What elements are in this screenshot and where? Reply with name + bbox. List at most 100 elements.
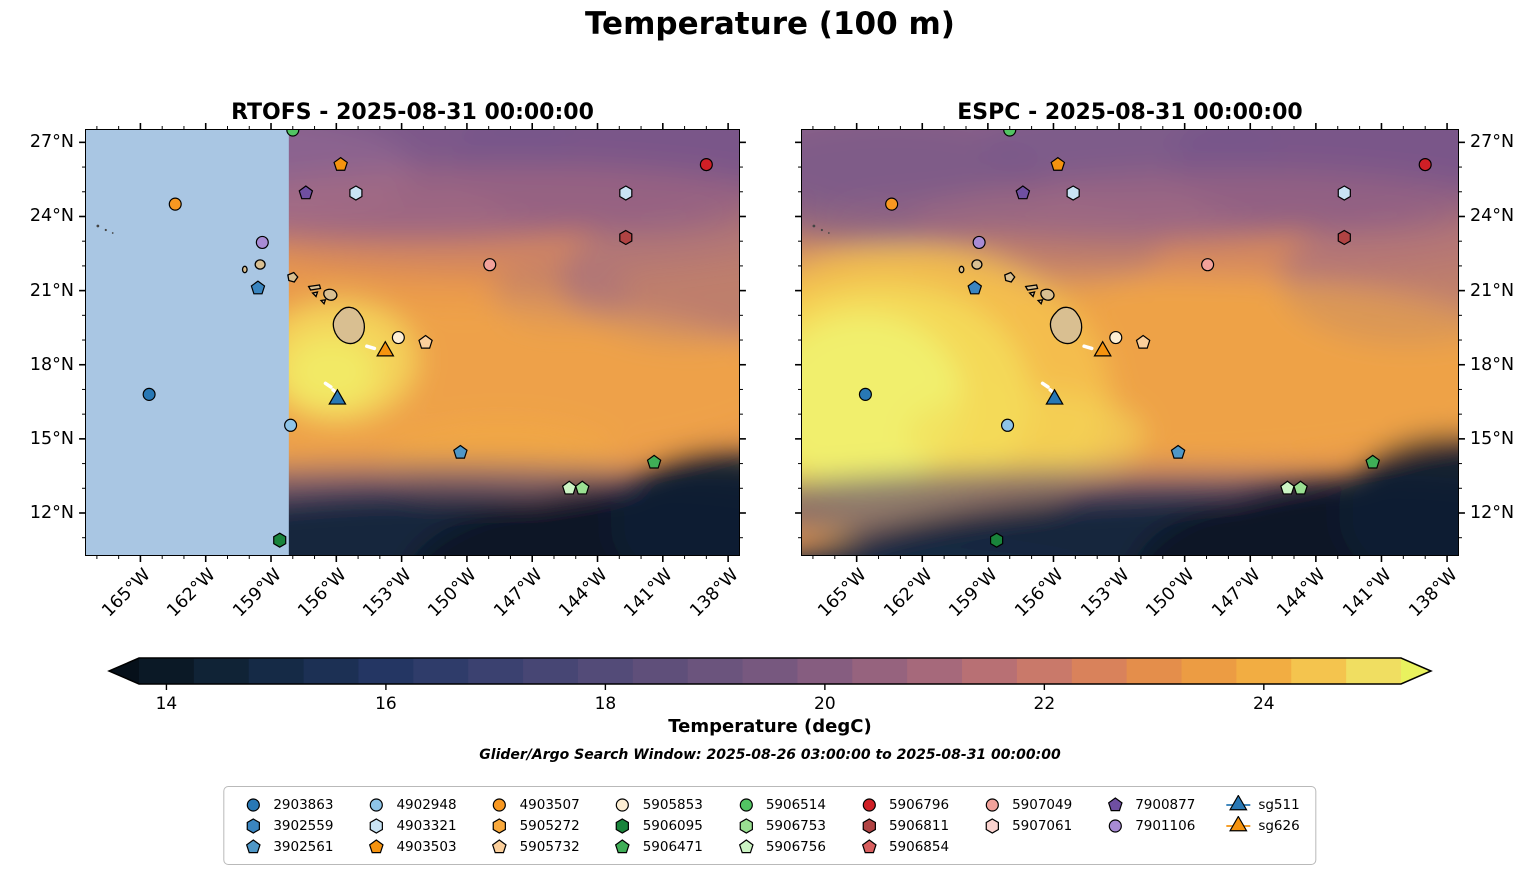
float-marker-3902559	[250, 280, 266, 295]
legend-glyph-5906471	[615, 838, 631, 853]
colorbar-tick-label: 18	[594, 694, 617, 714]
float-marker-5906471	[1365, 454, 1381, 469]
legend-label: 4903507	[519, 796, 580, 813]
legend-column: 4903507 5905272 5905732	[487, 794, 580, 857]
legend-marker-hexagon-icon	[616, 817, 630, 834]
legend-item-5907049: 5907049	[979, 794, 1072, 815]
glider-track	[323, 381, 333, 389]
legend-marker-circle-icon	[369, 797, 384, 812]
y-tick-label: 18°N	[29, 354, 74, 375]
float-marker-4902948	[1000, 418, 1015, 432]
legend-label: 4903321	[396, 817, 457, 834]
legend-marker-pentagon-icon	[492, 838, 507, 853]
y-tick-label: 15°N	[29, 428, 74, 449]
legend-glyph-5906756	[738, 838, 754, 853]
search-window-caption: Glider/Argo Search Window: 2025-08-26 03…	[479, 747, 1061, 763]
x-tick-label: 141°W	[1339, 565, 1396, 622]
x-tick-label: 150°W	[1142, 565, 1199, 622]
legend-label: 5905853	[642, 796, 703, 813]
legend-item-7901106: 7901106	[1102, 815, 1195, 836]
float-marker-3902561	[453, 444, 468, 459]
x-tick-label: 165°W	[98, 565, 155, 622]
legend-item-5905272: 5905272	[487, 815, 580, 836]
legend-marker-circle-icon	[616, 797, 630, 812]
float-marker-2903863	[858, 387, 872, 401]
x-tick-label: 153°W	[1077, 565, 1134, 622]
colorbar	[107, 657, 1433, 692]
legend-column: 5906796 5906811 5906854	[856, 794, 949, 857]
legend-marker-hexagon-icon	[985, 817, 999, 834]
panel-rtofs: RTOFS - 2025-08-31 00:00:00	[30, 100, 746, 621]
float-marker-5906095	[989, 532, 1004, 548]
legend-glyph-3902559	[246, 817, 260, 834]
float-marker-5906514	[1003, 130, 1017, 137]
y-tick-label: 27°N	[1470, 132, 1515, 153]
legend-item-4903321: 4903321	[363, 815, 457, 836]
x-tick-label: 138°W	[686, 565, 743, 622]
float-marker-sg511	[1045, 388, 1064, 405]
legend-column: sg511 sg626	[1225, 794, 1300, 857]
legend-label: 5906854	[888, 838, 950, 855]
legend-item-2903863: 2903863	[240, 794, 333, 815]
x-tick-label: 156°W	[1011, 565, 1068, 622]
legend-label: 5907061	[1012, 817, 1073, 834]
legend-column: 2903863 3902559 3902561	[240, 794, 333, 857]
legend-item-4902948: 4902948	[363, 794, 457, 815]
legend-item-7900877: 7900877	[1102, 794, 1195, 815]
colorbar-tick-label: 20	[814, 694, 836, 714]
legend-glyph-sg626	[1229, 815, 1248, 831]
legend-item-sg626: sg626	[1225, 815, 1300, 836]
legend-marker-pentagon-icon	[245, 838, 261, 853]
x-tick-label: 147°W	[490, 565, 547, 622]
float-marker-5905732	[418, 334, 433, 349]
legend-label: 5906756	[765, 838, 826, 855]
figure-title: Temperature (100 m)	[585, 6, 955, 42]
markers-overlay-espc	[858, 130, 1432, 548]
legend-label: 4902948	[396, 796, 457, 813]
float-marker-4902948	[284, 418, 298, 432]
float-marker-5906753	[574, 480, 590, 495]
legend-glyph-sg511	[1229, 794, 1248, 810]
legend-marker-circle-icon	[985, 797, 999, 812]
x-tick-label: 150°W	[424, 565, 482, 622]
x-tick-label: 162°W	[163, 565, 220, 622]
legend-label: 5906796	[888, 796, 950, 813]
legend-column: 5905853 5906095 5906471	[610, 794, 703, 857]
float-marker-4903321	[619, 185, 633, 201]
x-tick-label: 144°W	[1273, 565, 1331, 622]
float-marker-5905732	[1135, 334, 1151, 349]
legend-marker-triangle-icon	[1226, 815, 1251, 831]
float-marker-4903503	[333, 156, 348, 171]
legend-item-5905853: 5905853	[610, 794, 703, 815]
legend-item-3902559: 3902559	[240, 815, 333, 836]
glider-track	[1082, 344, 1094, 351]
y-tick-label: 24°N	[29, 206, 74, 227]
x-tick-label: 156°W	[294, 565, 351, 622]
map-espc: 27°N 24°N 21°N 18°N 15°N 12°N 165°W 162°W 159°W…	[795, 123, 1514, 621]
legend-item-5906753: 5906753	[733, 815, 826, 836]
legend-glyph-4903507	[492, 797, 507, 812]
legend-glyph-5905853	[616, 797, 630, 812]
legend-item-5906514: 5906514	[733, 794, 826, 815]
x-tick-label: 165°W	[814, 565, 871, 622]
legend-marker-circle-icon	[862, 797, 876, 812]
x-tick-label: 159°W	[228, 565, 286, 622]
y-tick-label: 24°N	[1470, 206, 1515, 227]
legend-item-5906796: 5906796	[856, 794, 949, 815]
legend-marker-circle-icon	[739, 797, 753, 812]
legend-label: 2903863	[273, 796, 334, 813]
float-marker-5906796	[1418, 157, 1432, 172]
colorbar-ticks: 14 16 18 20 22 24	[109, 694, 1431, 718]
markers-overlay-rtofs	[142, 130, 713, 548]
y-tick-label: 15°N	[1470, 428, 1515, 449]
colorbar-tick-label: 24	[1252, 694, 1275, 714]
y-tick-label: 12°N	[1470, 502, 1515, 523]
x-tick-label: 153°W	[359, 565, 416, 622]
legend-marker-hexagon-icon	[246, 817, 260, 834]
float-marker-5906514	[286, 130, 300, 137]
temperature-field-rtofs	[86, 130, 739, 555]
x-tick-label: 141°W	[620, 565, 677, 622]
map-rtofs: 27°N 24°N 21°N 18°N 15°N 12°N 165°W 162°W 159°W…	[30, 123, 746, 621]
legend-item-5906095: 5906095	[610, 815, 703, 836]
float-marker-4903507	[885, 197, 899, 211]
